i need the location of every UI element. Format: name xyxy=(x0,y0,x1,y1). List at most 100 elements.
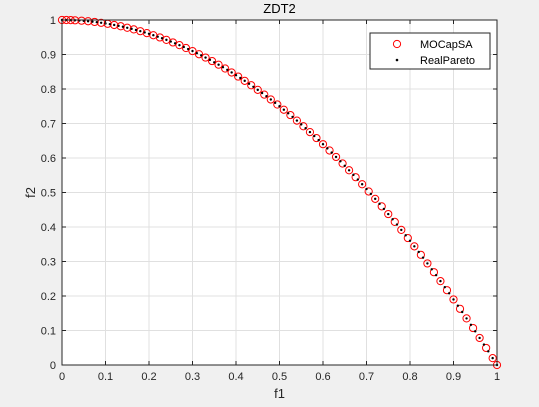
realpareto-point xyxy=(482,343,486,346)
mocapsa-point xyxy=(462,314,471,323)
y-tick-label: 0.3 xyxy=(41,257,56,269)
realpareto-point xyxy=(374,197,377,201)
mocapsa-point xyxy=(273,100,282,109)
realpareto-point xyxy=(117,24,120,28)
realpareto-point xyxy=(282,108,286,111)
realpareto-point xyxy=(239,76,242,80)
realpareto-point xyxy=(360,183,364,186)
realpareto-point xyxy=(347,169,351,172)
y-axis-label: f2 xyxy=(23,187,38,198)
realpareto-point xyxy=(382,207,386,211)
mocapsa-point xyxy=(266,95,275,104)
y-tick-labels: 0 0.1 0.2 0.3 0.4 0.5 0.6 0.7 0.8 0.9 1 xyxy=(41,15,56,372)
realpareto-point xyxy=(221,66,225,69)
chart-title: ZDT2 xyxy=(263,1,296,16)
legend: MOCapSA RealPareto xyxy=(369,32,491,70)
realpareto-point xyxy=(291,115,294,119)
realpareto-point xyxy=(252,85,255,88)
realpareto-point xyxy=(247,82,251,85)
realpareto-point xyxy=(395,223,399,226)
legend-marker-realpareto xyxy=(395,58,399,62)
legend-box xyxy=(369,32,491,70)
mocapsa-point xyxy=(207,56,217,66)
mocapsa-point xyxy=(338,159,347,168)
mocapsa-point xyxy=(247,81,256,90)
realpareto-point xyxy=(469,323,473,327)
realpareto-point xyxy=(147,32,151,35)
realpareto-point xyxy=(413,245,416,248)
mocapsa-point xyxy=(253,85,262,94)
x-tick-label: 0.2 xyxy=(141,371,156,383)
realpareto-point xyxy=(126,26,129,29)
mocapsa-point xyxy=(397,225,406,234)
mocapsa-point xyxy=(482,343,491,353)
realpareto-point xyxy=(173,42,177,45)
realpareto-point xyxy=(356,178,359,181)
realpareto-point xyxy=(304,126,307,130)
x-tick-label: 0.3 xyxy=(185,371,200,383)
y-tick-label: 0.4 xyxy=(41,222,56,234)
y-tick-label: 0.9 xyxy=(41,50,56,62)
realpareto-point xyxy=(217,63,220,66)
y-tick-label: 0.7 xyxy=(41,119,56,131)
realpareto-point xyxy=(113,23,116,27)
realpareto-point xyxy=(487,350,490,353)
realpareto-point xyxy=(321,143,325,146)
realpareto-point xyxy=(234,74,238,77)
realpareto-point xyxy=(330,151,333,154)
realpareto-point xyxy=(378,202,381,206)
mocapsa-point xyxy=(364,187,373,196)
realpareto-point xyxy=(260,91,264,95)
realpareto-point xyxy=(447,292,451,295)
mocapsa-point xyxy=(299,122,308,131)
realpareto-point xyxy=(287,112,290,115)
mocapsa-point xyxy=(260,90,269,99)
realpareto-point xyxy=(400,228,403,232)
mocapsa-point xyxy=(455,304,465,313)
realpareto-point xyxy=(99,21,103,24)
x-tick-label: 0.4 xyxy=(228,371,243,383)
realpareto-point xyxy=(256,88,259,92)
y-tick-label: 0.6 xyxy=(41,153,56,165)
realpareto-point xyxy=(130,27,133,31)
mocapsa-point xyxy=(90,17,99,27)
realpareto-point xyxy=(273,101,277,105)
mocapsa-point xyxy=(423,259,432,268)
mocapsa-point xyxy=(240,76,249,85)
realpareto-point xyxy=(417,250,420,254)
realpareto-point xyxy=(134,28,138,32)
realpareto-point xyxy=(165,38,168,42)
mocapsa-point xyxy=(449,295,458,304)
realpareto-point xyxy=(439,279,442,283)
legend-marker-mocapsa xyxy=(392,39,402,49)
realpareto-point xyxy=(456,304,460,307)
realpareto-point xyxy=(295,119,299,122)
realpareto-point xyxy=(204,56,207,59)
x-tick-label: 0.5 xyxy=(272,371,287,383)
realpareto-point xyxy=(404,234,407,237)
y-tick-label: 0.8 xyxy=(41,84,56,96)
realpareto-point xyxy=(269,98,272,101)
mocapsa-point xyxy=(194,50,204,59)
realpareto-point xyxy=(156,35,159,38)
mocapsa-point xyxy=(403,233,412,243)
realpareto-point xyxy=(365,187,368,191)
mocapsa-point xyxy=(325,146,334,155)
mocapsa-point xyxy=(371,194,380,203)
x-tick-label: 0.6 xyxy=(315,371,330,383)
mocapsa-point xyxy=(221,64,230,73)
realpareto-point xyxy=(160,37,164,40)
y-tick-label: 1 xyxy=(50,15,56,27)
realpareto-point xyxy=(465,317,468,320)
mocapsa-point xyxy=(279,105,288,114)
realpareto-point xyxy=(387,212,390,216)
realpareto-point xyxy=(430,268,433,271)
realpareto-point xyxy=(243,79,246,83)
x-tick-label: 0.1 xyxy=(98,371,113,383)
realpareto-point xyxy=(195,51,199,55)
mocapsa-point xyxy=(429,268,439,277)
realpareto-point xyxy=(226,68,229,72)
mocapsa-point xyxy=(181,43,191,53)
realpareto-point xyxy=(317,138,320,142)
mocapsa-point xyxy=(416,250,425,259)
